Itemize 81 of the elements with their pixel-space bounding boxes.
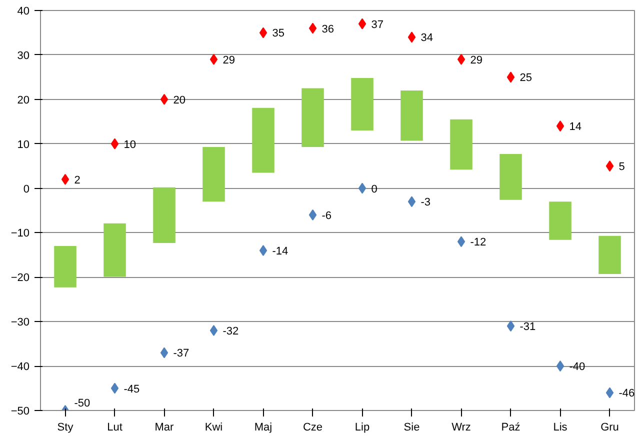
x-tick-label: Paź xyxy=(501,422,520,434)
point xyxy=(408,32,416,43)
point xyxy=(506,72,515,83)
bar xyxy=(252,108,274,173)
bar xyxy=(351,78,374,130)
data-label: -32 xyxy=(222,326,239,338)
x-tick-label: Mar xyxy=(154,422,174,434)
point xyxy=(408,196,416,208)
x-tick-label: Lis xyxy=(553,422,568,434)
y-tick-label: 30 xyxy=(17,50,30,62)
data-label: 14 xyxy=(569,121,582,134)
x-tick-label: Gru xyxy=(600,422,619,434)
bar xyxy=(500,154,522,200)
bar xyxy=(302,88,324,147)
point xyxy=(110,138,119,150)
y-tick-label: −50 xyxy=(10,406,30,418)
point xyxy=(160,347,168,358)
data-label: 34 xyxy=(420,32,433,44)
x-tick-label: Maj xyxy=(254,422,272,434)
point xyxy=(358,18,366,30)
data-label: -46 xyxy=(618,388,635,400)
x-tick-label: Wrz xyxy=(452,422,471,434)
x-tick-label: Lip xyxy=(354,422,370,434)
point xyxy=(556,360,564,372)
point xyxy=(210,325,218,336)
data-label: -45 xyxy=(124,383,140,396)
point xyxy=(259,27,268,38)
x-tick-label: Sty xyxy=(57,422,74,434)
bar xyxy=(549,202,572,240)
point xyxy=(606,387,614,398)
point xyxy=(457,54,466,65)
data-label: -6 xyxy=(322,210,332,222)
point xyxy=(110,382,119,394)
bar xyxy=(104,223,126,277)
y-tick-label: 40 xyxy=(17,6,30,18)
x-tick-label: Cze xyxy=(302,422,323,434)
point xyxy=(308,209,317,220)
data-label: 35 xyxy=(272,28,284,40)
data-label: -31 xyxy=(520,321,536,334)
bar xyxy=(598,236,621,274)
y-tick-label: 20 xyxy=(17,94,30,106)
data-label: 37 xyxy=(371,18,384,31)
x-tick-label: Lut xyxy=(107,422,122,434)
x-tick-label: Kwi xyxy=(204,422,223,434)
y-tick-label: −20 xyxy=(10,272,30,284)
data-label: -50 xyxy=(74,398,90,410)
point xyxy=(210,54,218,65)
x-tick-label: Sie xyxy=(404,422,420,434)
data-label: 29 xyxy=(470,54,482,66)
data-label: 36 xyxy=(322,23,334,36)
point xyxy=(457,236,466,248)
y-tick-label: −10 xyxy=(10,228,30,240)
data-label: -3 xyxy=(420,196,431,209)
bar xyxy=(54,246,76,288)
data-label: 29 xyxy=(222,54,235,66)
data-label: -37 xyxy=(173,348,190,360)
data-label: 10 xyxy=(124,138,136,151)
point xyxy=(358,182,366,194)
point xyxy=(160,94,168,105)
data-label: 0 xyxy=(371,183,378,196)
bar xyxy=(153,187,176,243)
point xyxy=(606,160,614,172)
y-tick-label: −30 xyxy=(10,316,30,329)
data-label: 5 xyxy=(618,161,625,174)
bar xyxy=(400,90,423,141)
point xyxy=(556,120,564,132)
point xyxy=(308,22,317,34)
data-label: 2 xyxy=(74,174,80,186)
bar xyxy=(202,146,225,202)
data-label: 20 xyxy=(173,94,186,106)
point xyxy=(259,245,268,256)
bar xyxy=(450,119,472,170)
data-label: -40 xyxy=(569,361,586,374)
y-tick-label: 10 xyxy=(17,138,30,151)
data-label: 25 xyxy=(520,72,532,84)
y-tick-label: −40 xyxy=(10,361,30,374)
data-label: -14 xyxy=(272,246,288,258)
point xyxy=(61,174,70,185)
y-tick-label: 0 xyxy=(23,183,30,196)
data-label: -12 xyxy=(470,236,486,249)
point xyxy=(506,320,515,332)
